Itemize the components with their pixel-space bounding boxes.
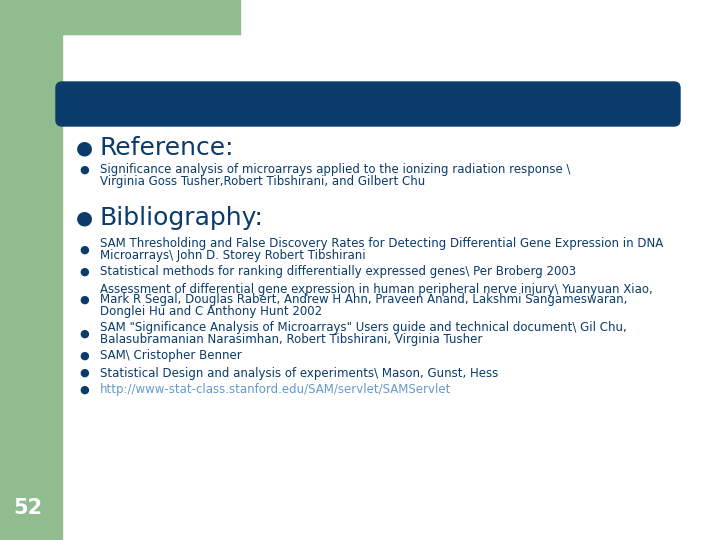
Text: http://www-stat-class.stanford.edu/SAM/servlet/SAMServlet: http://www-stat-class.stanford.edu/SAM/s… [100,383,451,396]
Text: Statistical Design and analysis of experiments\ Mason, Gunst, Hess: Statistical Design and analysis of exper… [100,367,498,380]
Text: ●: ● [79,385,89,395]
Text: ●: ● [79,295,89,305]
Text: 52: 52 [14,498,42,518]
Text: ●: ● [79,368,89,378]
Bar [0,0,62,540]
Bar [62,75,720,540]
Text: ●: ● [76,208,93,227]
Text: SAM "Significance Analysis of Microarrays" Users guide and technical document\ G: SAM "Significance Analysis of Microarray… [100,321,626,334]
Bar [0,0,240,75]
Text: Reference:: Reference: [100,136,235,160]
Text: Virginia Goss Tusher,Robert Tibshirani, and Gilbert Chu: Virginia Goss Tusher,Robert Tibshirani, … [100,176,426,188]
Text: Balasubramanian Narasimhan, Robert Tibshirani, Virginia Tusher: Balasubramanian Narasimhan, Robert Tibsh… [100,333,482,346]
Text: ●: ● [79,328,89,339]
Text: ●: ● [76,138,93,158]
Bar [0,0,62,540]
FancyBboxPatch shape [40,36,284,140]
FancyBboxPatch shape [56,82,680,126]
Text: Significance analysis of microarrays applied to the ionizing radiation response : Significance analysis of microarrays app… [100,164,570,177]
Text: SAM\ Cristopher Benner: SAM\ Cristopher Benner [100,349,242,362]
Text: Assessment of differential gene expression in human peripheral nerve injury\ Yua: Assessment of differential gene expressi… [100,282,653,295]
Text: ●: ● [79,351,89,361]
Text: SAM Thresholding and False Discovery Rates for Detecting Differential Gene Expre: SAM Thresholding and False Discovery Rat… [100,238,663,251]
Text: Bibliography:: Bibliography: [100,206,264,230]
Text: ●: ● [79,267,89,277]
Text: Microarrays\ John D. Storey Robert Tibshirani: Microarrays\ John D. Storey Robert Tibsh… [100,248,366,261]
Text: ●: ● [79,245,89,254]
Text: Statistical methods for ranking differentially expressed genes\ Per Broberg 2003: Statistical methods for ranking differen… [100,266,576,279]
Text: Mark R Segal, Douglas Rabert, Andrew H Ahn, Praveen Anand, Lakshmi Sangameswaran: Mark R Segal, Douglas Rabert, Andrew H A… [100,294,627,307]
Text: ●: ● [79,165,89,175]
Text: Donglei Hu and C Anthony Hunt 2002: Donglei Hu and C Anthony Hunt 2002 [100,305,322,318]
